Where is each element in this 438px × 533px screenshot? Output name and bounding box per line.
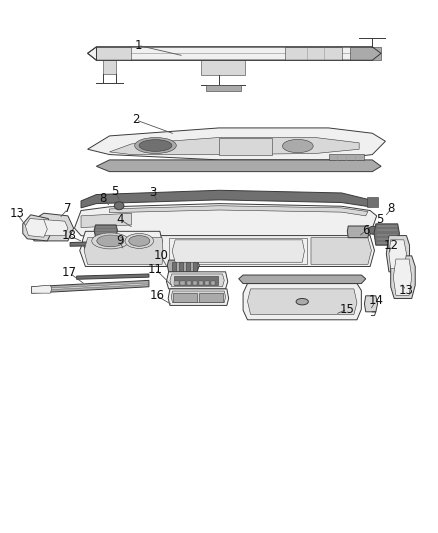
Text: 17: 17	[62, 266, 77, 279]
Bar	[187, 281, 191, 285]
Text: 14: 14	[368, 294, 383, 307]
Polygon shape	[88, 128, 385, 160]
Polygon shape	[239, 275, 366, 284]
Polygon shape	[393, 259, 412, 295]
Polygon shape	[81, 213, 131, 228]
Polygon shape	[391, 256, 415, 298]
Bar	[174, 276, 218, 285]
Ellipse shape	[92, 233, 129, 249]
Text: 13: 13	[9, 207, 24, 220]
Polygon shape	[285, 47, 342, 60]
Polygon shape	[170, 274, 224, 287]
Text: 11: 11	[148, 263, 163, 276]
Polygon shape	[81, 190, 377, 208]
Text: 9: 9	[116, 235, 124, 247]
Bar	[179, 262, 183, 271]
Text: 6: 6	[362, 224, 370, 237]
Polygon shape	[25, 219, 47, 237]
Bar	[186, 262, 190, 271]
Ellipse shape	[114, 201, 124, 209]
Polygon shape	[96, 160, 381, 172]
Bar	[205, 281, 209, 285]
Text: 10: 10	[153, 249, 168, 262]
Polygon shape	[110, 138, 359, 155]
Bar	[174, 281, 179, 285]
Polygon shape	[172, 240, 304, 262]
Polygon shape	[347, 226, 369, 238]
Polygon shape	[28, 213, 74, 241]
Text: 1: 1	[134, 39, 142, 52]
Polygon shape	[374, 224, 399, 245]
Text: 3: 3	[150, 187, 157, 199]
Ellipse shape	[283, 140, 313, 153]
Bar	[199, 281, 203, 285]
Ellipse shape	[368, 227, 378, 235]
Ellipse shape	[134, 138, 176, 154]
Polygon shape	[219, 138, 272, 155]
Polygon shape	[328, 154, 364, 160]
Polygon shape	[243, 284, 361, 320]
Text: 7: 7	[64, 203, 72, 215]
Polygon shape	[389, 240, 406, 269]
Polygon shape	[96, 47, 131, 60]
Polygon shape	[110, 206, 368, 216]
Polygon shape	[94, 225, 117, 237]
Polygon shape	[84, 238, 163, 264]
Polygon shape	[88, 47, 381, 60]
Polygon shape	[82, 231, 162, 251]
Polygon shape	[168, 289, 229, 305]
Polygon shape	[201, 60, 245, 75]
Polygon shape	[367, 197, 378, 207]
Polygon shape	[23, 215, 52, 241]
Text: 8: 8	[99, 192, 106, 205]
Polygon shape	[169, 238, 307, 264]
Bar	[193, 281, 197, 285]
Text: 8: 8	[388, 203, 395, 215]
Bar	[199, 293, 223, 302]
Text: 13: 13	[399, 284, 413, 297]
Bar	[211, 281, 215, 285]
Polygon shape	[386, 236, 410, 272]
Polygon shape	[350, 47, 381, 60]
Text: 15: 15	[340, 303, 355, 316]
Polygon shape	[77, 274, 149, 279]
Bar	[173, 293, 197, 302]
Polygon shape	[80, 236, 374, 266]
Polygon shape	[167, 260, 199, 272]
Ellipse shape	[296, 298, 308, 305]
Polygon shape	[34, 220, 68, 236]
Text: 12: 12	[384, 239, 399, 252]
Polygon shape	[311, 238, 371, 264]
Polygon shape	[70, 241, 125, 246]
Polygon shape	[171, 291, 226, 303]
Bar	[180, 281, 185, 285]
Bar	[193, 262, 197, 271]
Ellipse shape	[139, 140, 172, 151]
Text: 5: 5	[377, 213, 384, 226]
Text: 5: 5	[111, 185, 118, 198]
Polygon shape	[364, 296, 378, 312]
Polygon shape	[206, 85, 241, 91]
Polygon shape	[32, 285, 52, 293]
Ellipse shape	[129, 236, 150, 246]
Text: 18: 18	[62, 229, 77, 242]
Polygon shape	[32, 280, 149, 293]
Polygon shape	[247, 289, 357, 314]
Bar	[172, 262, 176, 271]
Text: 16: 16	[149, 289, 164, 302]
Text: 4: 4	[117, 213, 124, 226]
Ellipse shape	[97, 235, 124, 247]
Polygon shape	[33, 283, 148, 290]
Polygon shape	[74, 204, 377, 241]
Text: 2: 2	[132, 114, 140, 126]
Polygon shape	[103, 60, 116, 74]
Ellipse shape	[125, 233, 153, 248]
Polygon shape	[166, 272, 228, 289]
